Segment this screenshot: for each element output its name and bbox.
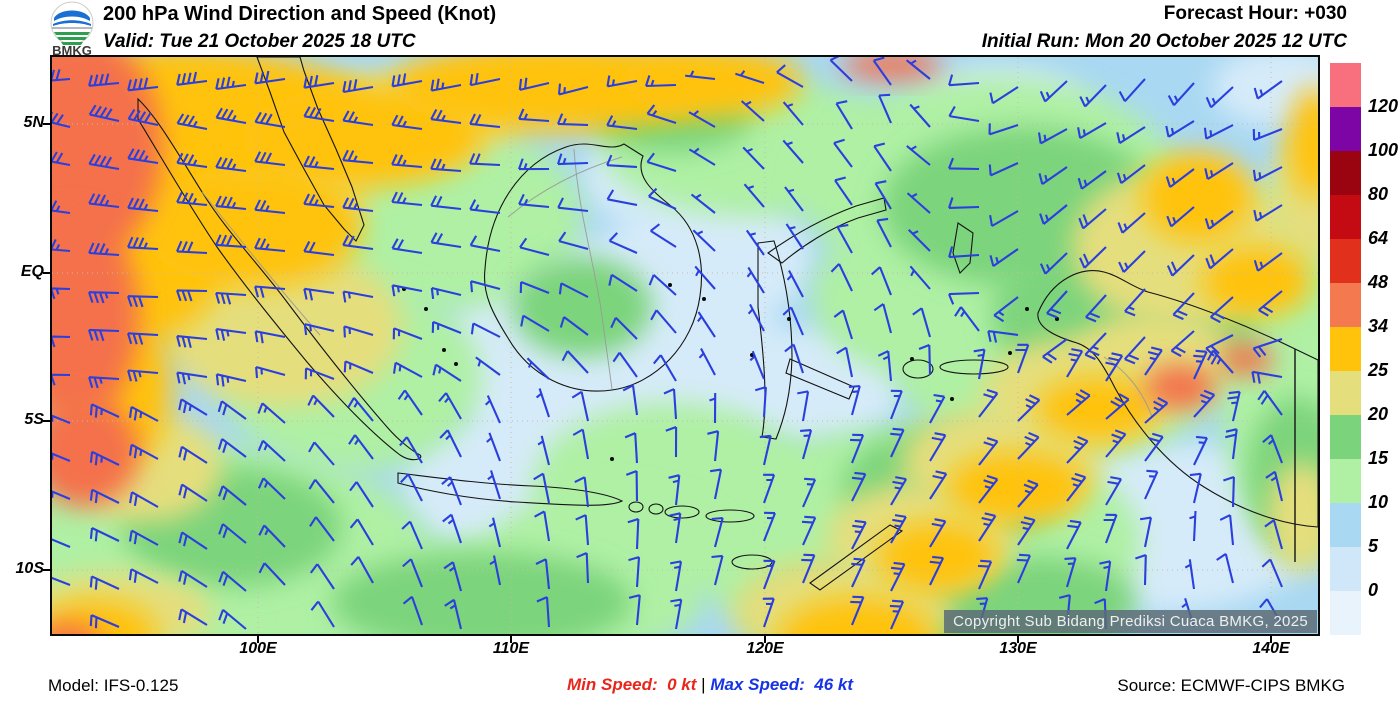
latitude-tick (43, 569, 51, 571)
copyright-watermark: Copyright Sub Bidang Prediksi Cuaca BMKG… (944, 610, 1317, 633)
source-label: Source: ECMWF-CIPS BMKG (1117, 676, 1345, 695)
colorbar-band (1330, 547, 1361, 591)
longitude-tick-label: 120E (746, 640, 784, 657)
longitude-tick-label: 140E (1252, 640, 1290, 657)
colorbar-band (1330, 503, 1361, 547)
speed-shading (52, 57, 1318, 634)
longitude-tick (1270, 636, 1272, 643)
minmax-speed: Min Speed: 0 kt | Max Speed: 46 kt (420, 675, 1000, 695)
colorbar-value: 15 (1368, 448, 1389, 468)
longitude-tick (257, 636, 259, 643)
min-speed-label: Min Speed: (567, 675, 658, 694)
logo-cloud-top (54, 10, 90, 21)
colorbar-value: 25 (1368, 360, 1389, 380)
colorbar-value: 34 (1368, 316, 1389, 336)
colorbar-band (1330, 195, 1361, 239)
colorbar-band (1330, 459, 1361, 503)
colorbar-band (1330, 415, 1361, 459)
colorbar-value: 80 (1368, 184, 1389, 204)
longitude-tick (764, 636, 766, 643)
latitude-tick (43, 123, 51, 125)
longitude-tick-label: 130E (999, 640, 1037, 657)
colorbar-band (1330, 151, 1361, 195)
logo-waves-bottom (54, 32, 90, 35)
colorbar-band (1330, 591, 1361, 635)
wind-map: Copyright Sub Bidang Prediksi Cuaca BMKG… (50, 55, 1320, 636)
max-speed-value: 46 kt (814, 675, 853, 694)
colorbar-band (1330, 239, 1361, 283)
small-islands (402, 283, 1059, 461)
colorbar-value: 5 (1368, 536, 1379, 556)
colorbar-value: 120 (1368, 96, 1399, 116)
colorbar-value: 48 (1368, 272, 1389, 292)
latitude-tick-label: EQ (20, 263, 44, 280)
coastlines (137, 57, 1318, 591)
logo-text: BMKG (52, 43, 92, 56)
wind-barbs (52, 57, 1284, 630)
colorbar-value: 10 (1368, 492, 1389, 512)
valid-time: Valid: Tue 21 October 2025 18 UTC (103, 31, 416, 52)
latitude-tick-label: 10S (15, 560, 44, 577)
page-title: 200 hPa Wind Direction and Speed (Knot) (103, 3, 497, 25)
latitude-tick-label: 5S (24, 411, 44, 428)
forecast-hour: Forecast Hour: +030 (1163, 3, 1347, 24)
minmax-separator: | (701, 675, 706, 694)
colorbar-band (1330, 327, 1361, 371)
longitude-tick-label: 100E (239, 640, 277, 657)
bmkg-logo: BMKG (50, 1, 94, 56)
speed-colorbar (1330, 63, 1361, 635)
initial-run: Initial Run: Mon 20 October 2025 12 UTC (981, 31, 1347, 52)
colorbar-value: 64 (1368, 228, 1389, 248)
colorbar-value: 0 (1368, 580, 1379, 600)
max-speed-label: Max Speed: (710, 675, 805, 694)
model-label: Model: IFS-0.125 (48, 676, 179, 695)
admin-borders (201, 148, 1153, 418)
colorbar-band (1330, 283, 1361, 327)
latitude-tick-label: 5N (23, 114, 44, 131)
longitude-tick (1017, 636, 1019, 643)
latitude-tick (43, 272, 51, 274)
wind-map-canvas (52, 57, 1318, 634)
latitude-tick (43, 420, 51, 422)
colorbar-band (1330, 371, 1361, 415)
colorbar-value: 100 (1368, 140, 1399, 160)
longitude-tick (510, 636, 512, 643)
colorbar-value: 20 (1368, 404, 1389, 424)
colorbar-band (1330, 63, 1361, 107)
longitude-tick-label: 110E (492, 640, 530, 657)
min-speed-value: 0 kt (667, 675, 697, 694)
colorbar-band (1330, 107, 1361, 151)
